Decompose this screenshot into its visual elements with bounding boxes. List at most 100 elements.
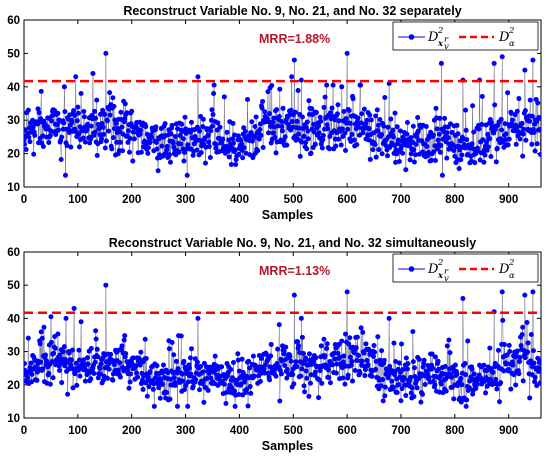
data-point: [357, 370, 363, 376]
data-point: [502, 121, 508, 127]
data-point: [487, 376, 493, 382]
data-point: [142, 336, 148, 342]
data-point: [435, 358, 441, 364]
data-point: [25, 335, 31, 341]
data-point: [284, 367, 290, 373]
data-point: [337, 354, 343, 360]
data-point: [340, 359, 346, 365]
data-point: [522, 108, 528, 114]
y-tick-label: 30: [7, 115, 20, 127]
data-point: [111, 362, 117, 368]
data-point: [204, 375, 210, 381]
data-point: [211, 82, 217, 88]
data-point: [301, 383, 307, 389]
data-point: [410, 329, 416, 335]
data-point: [492, 102, 498, 108]
data-point: [416, 356, 422, 362]
data-point: [289, 74, 295, 80]
data-point: [158, 378, 164, 384]
data-point: [391, 340, 397, 346]
data-point: [380, 398, 386, 404]
data-point: [61, 84, 67, 90]
data-point: [317, 368, 323, 374]
data-point: [206, 139, 212, 145]
data-point: [165, 370, 171, 376]
data-point: [336, 341, 342, 347]
data-point: [523, 137, 529, 143]
y-tick-label: 60: [7, 15, 20, 27]
data-point: [106, 128, 112, 134]
data-point: [97, 111, 103, 117]
data-point: [82, 139, 88, 145]
data-point: [364, 117, 370, 123]
data-point: [289, 118, 295, 124]
data-point: [117, 139, 123, 145]
data-point: [387, 363, 393, 369]
data-point: [449, 374, 455, 380]
data-point: [290, 124, 296, 130]
data-point: [467, 378, 473, 384]
data-point: [74, 382, 80, 388]
data-point: [182, 114, 188, 120]
data-point: [505, 90, 511, 96]
data-point: [301, 350, 306, 356]
data-point: [484, 139, 490, 145]
data-point: [360, 130, 366, 136]
data-point: [268, 341, 274, 347]
data-point: [41, 324, 47, 330]
data-point: [409, 385, 415, 391]
data-point: [240, 155, 246, 161]
data-point: [57, 368, 63, 374]
data-point: [510, 362, 516, 368]
data-point: [186, 365, 192, 371]
data-point: [366, 126, 372, 132]
data-point: [422, 382, 428, 388]
data-point: [221, 381, 227, 387]
data-point: [76, 347, 82, 353]
data-point: [455, 131, 461, 137]
data-point: [117, 374, 123, 380]
y-tick-label: 50: [7, 280, 20, 292]
x-tick-label: 0: [21, 425, 27, 437]
data-point: [252, 134, 257, 140]
data-point: [144, 393, 150, 399]
y-tick-label: 40: [7, 313, 20, 325]
data-point: [39, 335, 45, 341]
data-point: [94, 97, 100, 103]
data-point: [411, 394, 417, 400]
data-point: [190, 152, 196, 158]
data-point: [344, 50, 350, 56]
data-point: [451, 147, 457, 153]
data-point: [298, 315, 304, 321]
data-point: [166, 152, 172, 158]
data-point: [278, 371, 284, 377]
data-point: [305, 128, 311, 134]
data-point: [179, 371, 185, 377]
data-point: [122, 333, 128, 339]
data-point: [80, 135, 86, 141]
data-point: [421, 357, 427, 363]
data-point: [75, 104, 81, 110]
data-point: [530, 348, 536, 354]
data-point: [128, 371, 134, 377]
data-point: [473, 386, 479, 392]
data-point: [127, 136, 133, 142]
data-point: [85, 355, 91, 361]
data-point: [375, 128, 381, 134]
data-point: [101, 131, 107, 137]
data-point: [506, 342, 512, 348]
data-point: [330, 82, 336, 88]
data-point: [537, 152, 541, 158]
data-point: [99, 121, 105, 127]
data-point: [480, 137, 486, 143]
data-point: [147, 369, 153, 375]
data-point: [43, 352, 49, 358]
data-point: [313, 355, 319, 361]
data-point: [59, 134, 65, 140]
data-point: [495, 347, 501, 353]
legend-sup: 2: [437, 26, 443, 36]
data-point: [322, 353, 328, 359]
data-point: [483, 390, 489, 396]
data-point: [267, 377, 273, 383]
data-point: [257, 378, 263, 384]
